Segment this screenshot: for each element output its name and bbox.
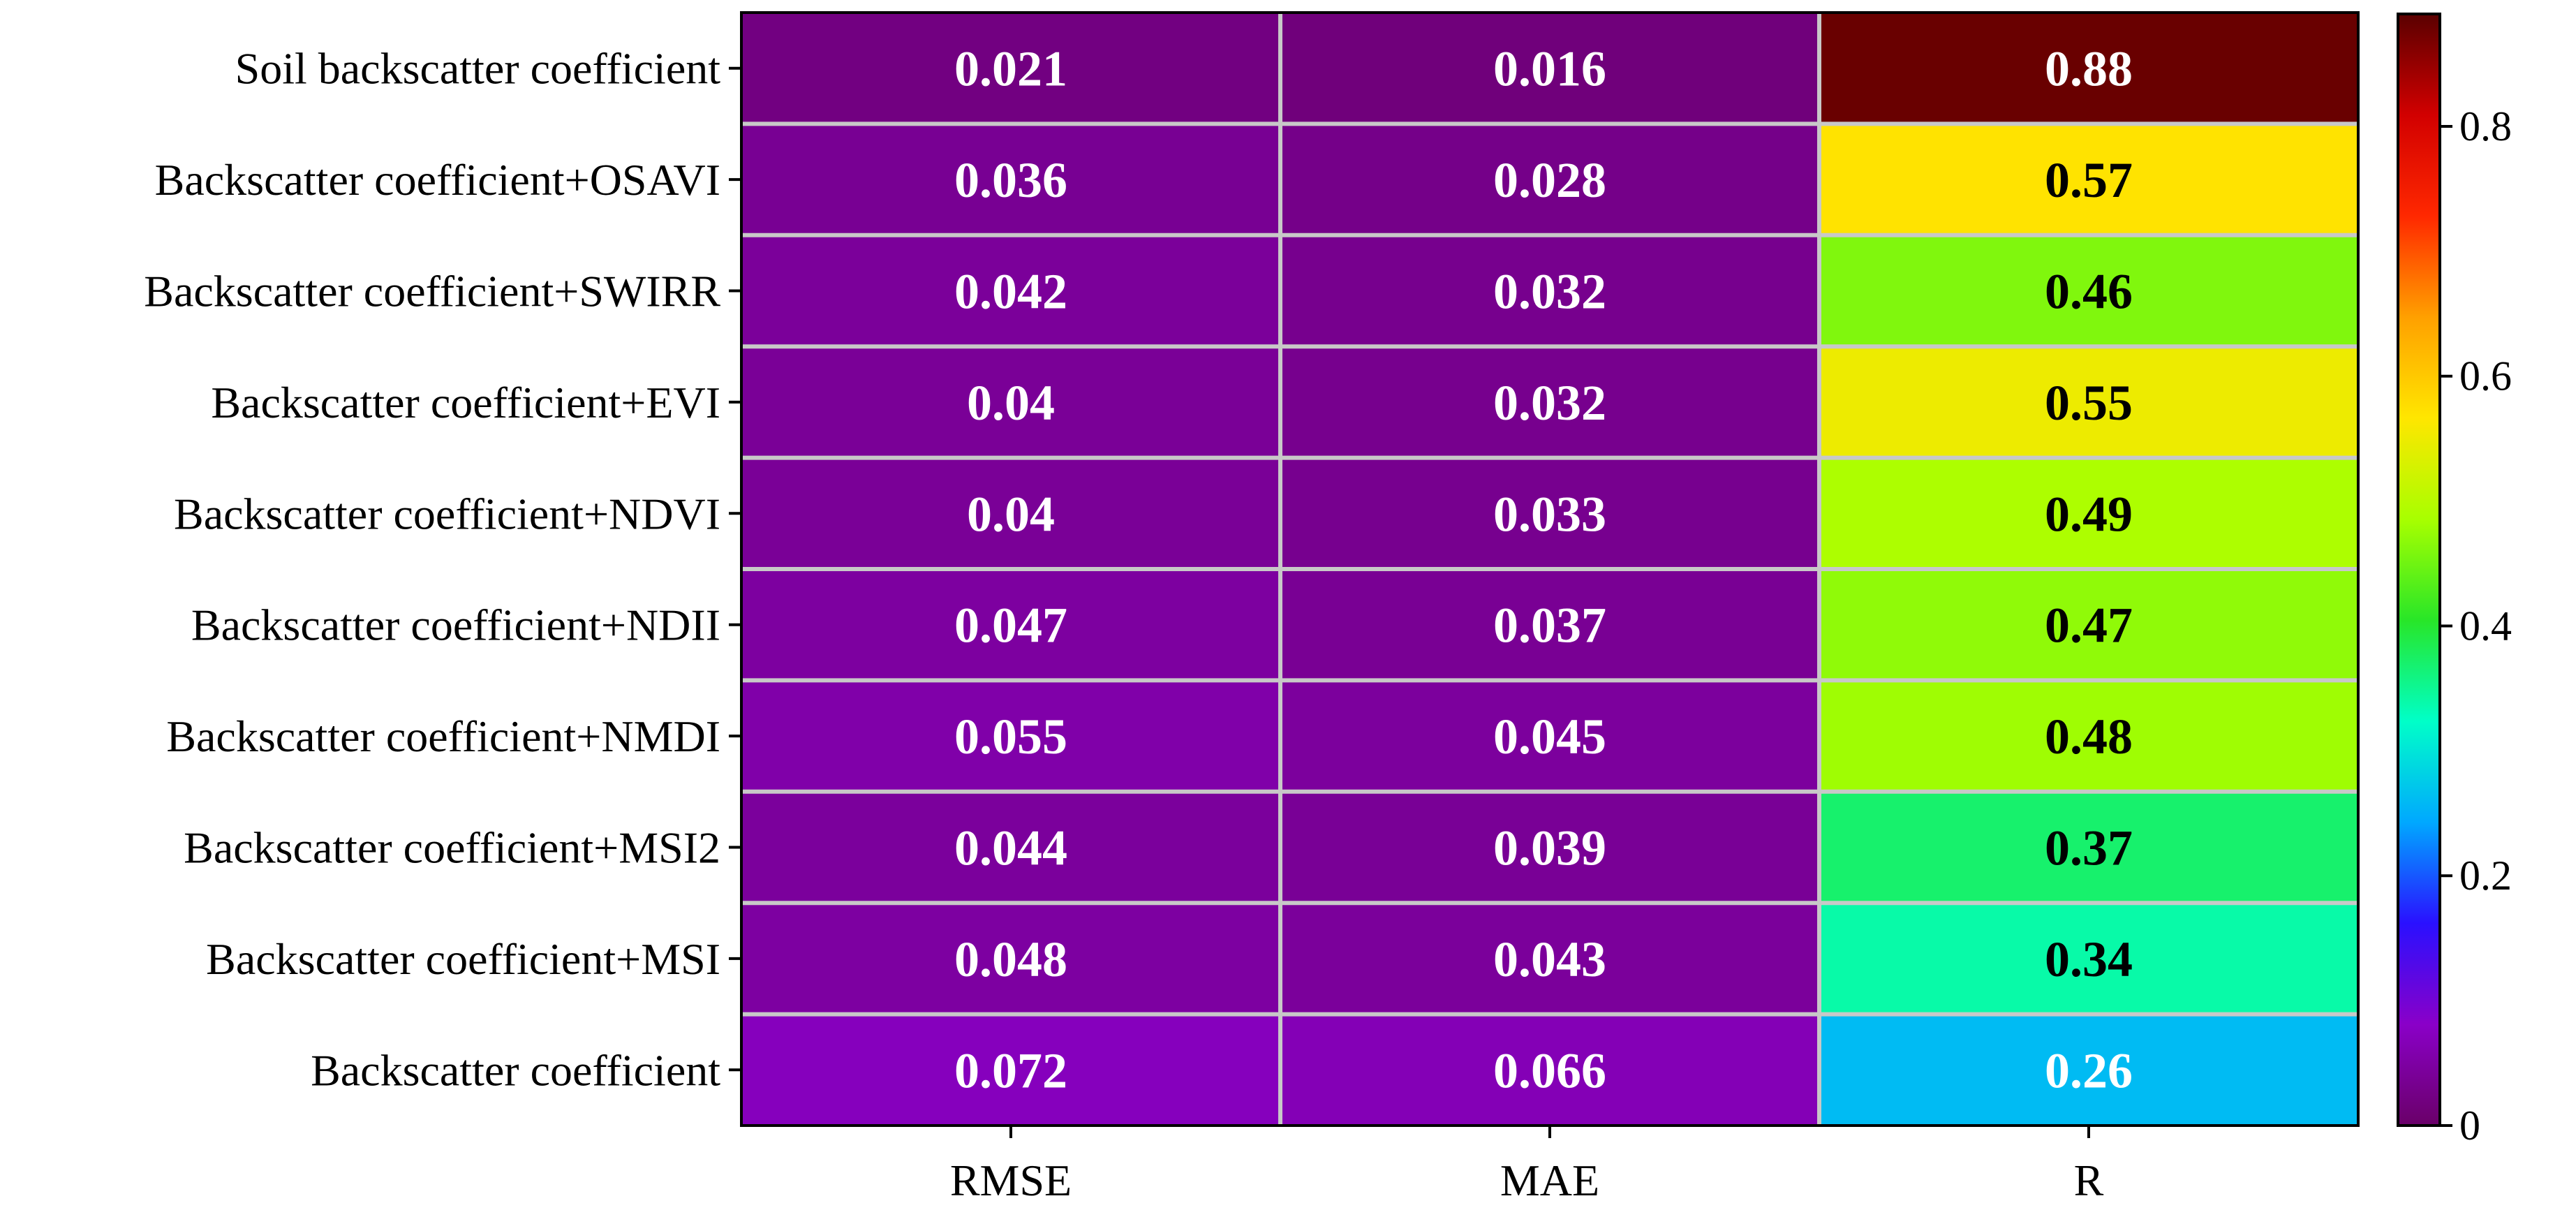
heatmap-cell xyxy=(1819,903,2358,1015)
cell-value-label: 0.46 xyxy=(2045,264,2133,320)
heatmap-cell xyxy=(1819,346,2358,458)
cell-value-label: 0.047 xyxy=(954,598,1067,654)
row-label: Backscatter coefficient+NMDI xyxy=(166,711,720,761)
cell-value-label: 0.57 xyxy=(2045,152,2133,208)
column-label: MAE xyxy=(1500,1156,1599,1205)
cell-value-label: 0.016 xyxy=(1493,41,1606,97)
column-label: RMSE xyxy=(950,1156,1072,1205)
row-label: Backscatter coefficient+MSI2 xyxy=(184,823,720,873)
heatmap-cell xyxy=(1280,680,1819,792)
cell-value-label: 0.039 xyxy=(1493,820,1606,876)
cell-value-label: 0.037 xyxy=(1493,598,1606,654)
colorbar-tick-label: 0.8 xyxy=(2459,103,2512,149)
heatmap-cell xyxy=(1280,1014,1819,1126)
colorbar-tick-label: 0 xyxy=(2459,1102,2480,1149)
row-label: Backscatter coefficient+MSI xyxy=(206,934,720,984)
colorbar-tick-label: 0.6 xyxy=(2459,353,2512,399)
heatmap-cell xyxy=(741,13,1280,124)
cell-value-label: 0.044 xyxy=(954,820,1067,876)
column-label: R xyxy=(2074,1156,2104,1205)
cell-value-label: 0.032 xyxy=(1493,264,1606,320)
cell-value-label: 0.26 xyxy=(2045,1042,2133,1098)
heatmap-cell xyxy=(741,235,1280,347)
heatmap-cell xyxy=(1819,680,2358,792)
cell-value-label: 0.021 xyxy=(954,41,1067,97)
heatmap-cell xyxy=(1819,235,2358,347)
cell-value-label: 0.04 xyxy=(967,375,1055,431)
cell-value-label: 0.48 xyxy=(2045,709,2133,765)
cell-value-label: 0.036 xyxy=(954,152,1067,208)
heatmap-cell xyxy=(741,903,1280,1015)
cell-value-label: 0.028 xyxy=(1493,152,1606,208)
heatmap-cell xyxy=(741,791,1280,903)
row-label: Backscatter coefficient+NDII xyxy=(191,600,720,650)
colorbar-gradient xyxy=(2397,13,2441,1127)
heatmap-cell xyxy=(1280,457,1819,569)
cell-value-label: 0.066 xyxy=(1493,1042,1606,1098)
cell-value-label: 0.88 xyxy=(2045,41,2133,97)
cell-value-label: 0.048 xyxy=(954,931,1067,987)
cell-value-label: 0.34 xyxy=(2045,931,2133,987)
heatmap-cell xyxy=(1280,346,1819,458)
heatmap-cell xyxy=(741,569,1280,681)
heatmap-cell xyxy=(1819,791,2358,903)
heatmap-cell xyxy=(1819,124,2358,235)
heatmap-cell xyxy=(1819,13,2358,124)
heatmap-cell xyxy=(1280,903,1819,1015)
heatmap-cell xyxy=(1819,569,2358,681)
heatmap-cell xyxy=(741,124,1280,235)
heatmap-cell xyxy=(1280,124,1819,235)
row-labels: Soil backscatter coefficient Backscatter … xyxy=(144,44,741,1095)
cell-value-label: 0.37 xyxy=(2045,820,2133,876)
heatmap-cell xyxy=(741,1014,1280,1126)
heatmap-cell xyxy=(741,680,1280,792)
cell-value-label: 0.033 xyxy=(1493,486,1606,542)
cell-value-label: 0.072 xyxy=(954,1042,1067,1098)
heatmap-cell xyxy=(1280,13,1819,124)
heatmap-cell xyxy=(1280,235,1819,347)
row-label: Backscatter coefficient xyxy=(311,1045,720,1095)
cell-value-label: 0.49 xyxy=(2045,486,2133,542)
colorbar-tick-label: 0.4 xyxy=(2459,603,2512,649)
heatmap-cell xyxy=(1280,791,1819,903)
heatmap-cells xyxy=(741,13,2358,1126)
cell-value-label: 0.045 xyxy=(1493,709,1606,765)
cell-value-label: 0.47 xyxy=(2045,598,2133,654)
cell-value-label: 0.032 xyxy=(1493,375,1606,431)
heatmap-cell xyxy=(1819,457,2358,569)
cell-value-label: 0.55 xyxy=(2045,375,2133,431)
row-label: Backscatter coefficient+EVI xyxy=(211,378,720,427)
cell-value-labels: 0.021 0.016 0.88 0.036 0.028 0.57 0.042 0.032 0.… xyxy=(954,41,2133,1099)
heatmap-gridlines xyxy=(740,11,2360,1127)
heatmap-cell xyxy=(1819,1014,2358,1126)
heatmap-cell xyxy=(741,457,1280,569)
cell-value-label: 0.055 xyxy=(954,709,1067,765)
row-label: Backscatter coefficient+OSAVI xyxy=(155,155,720,205)
colorbar: 0 0.2 0.4 0.6 0.8 xyxy=(2397,13,2512,1149)
row-label: Backscatter coefficient+SWIRR xyxy=(144,267,720,316)
row-label: Soil backscatter coefficient xyxy=(235,44,721,94)
heatmap-cell xyxy=(741,346,1280,458)
column-labels: RMSE MAE R xyxy=(950,1126,2104,1205)
cell-value-label: 0.043 xyxy=(1493,931,1606,987)
cell-value-label: 0.04 xyxy=(967,486,1055,542)
colorbar-tick-label: 0.2 xyxy=(2459,853,2512,899)
row-label: Backscatter coefficient+NDVI xyxy=(174,489,720,538)
cell-value-label: 0.042 xyxy=(954,264,1067,320)
heatmap-cell xyxy=(1280,569,1819,681)
